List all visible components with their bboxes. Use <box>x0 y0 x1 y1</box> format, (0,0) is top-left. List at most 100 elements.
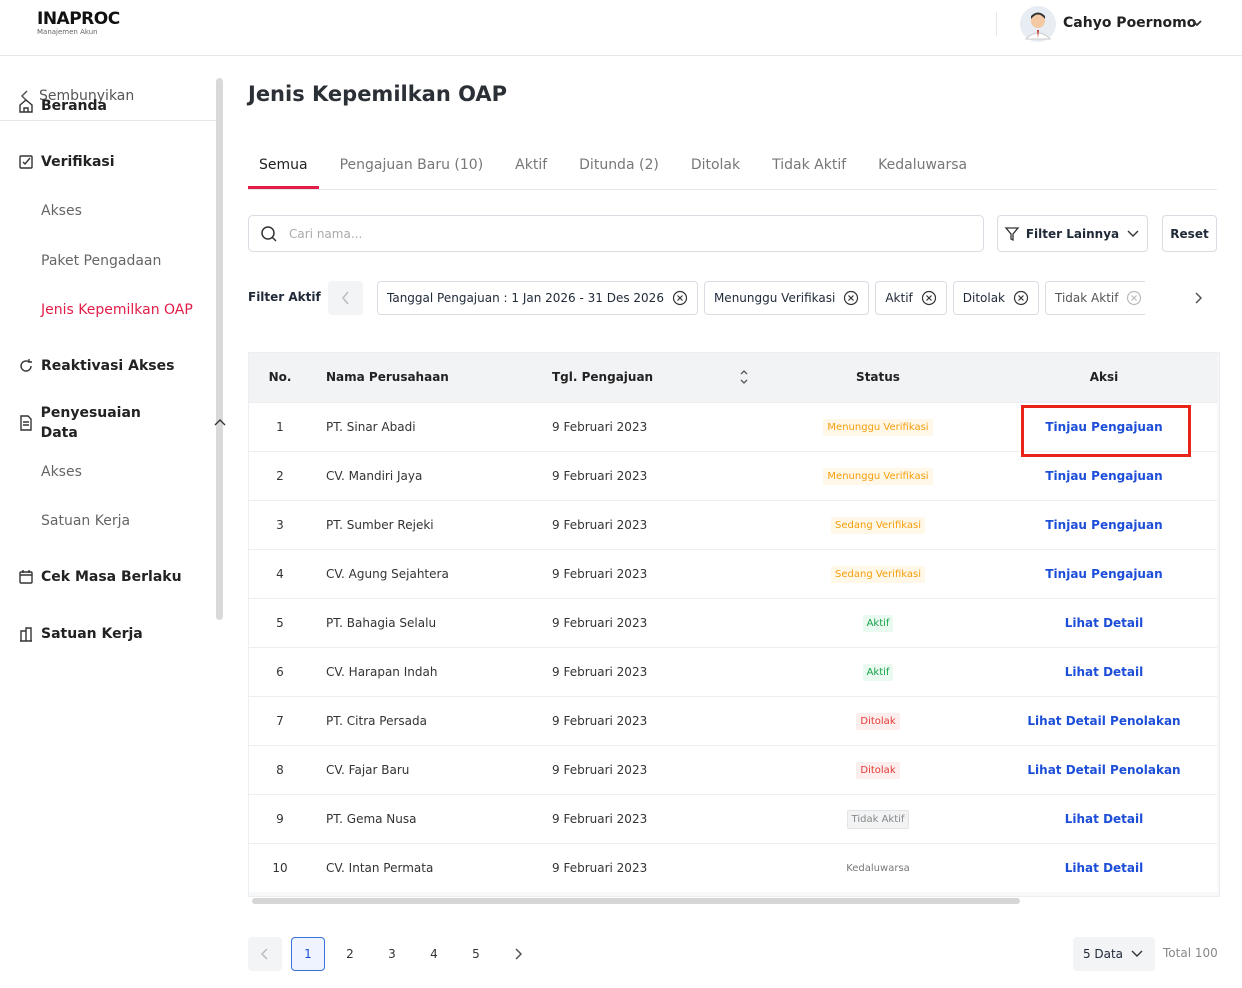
table-cell: CV. Intan Permata <box>326 844 433 892</box>
status-badge: Aktif <box>862 663 894 681</box>
filter-label: Filter Aktif <box>248 290 321 304</box>
filter-chip[interactable]: Tidak Aktif <box>1045 281 1145 315</box>
action-link[interactable]: Tinjau Pengajuan <box>1045 567 1163 581</box>
submission-date: 9 Februari 2023 <box>552 714 648 728</box>
table-cell: 7 <box>249 697 311 745</box>
submenu-item[interactable]: Satuan Kerja <box>41 513 131 529</box>
menu-item[interactable]: Verifikasi <box>18 152 115 172</box>
row-number: 2 <box>276 469 284 483</box>
table-cell: Lihat Detail <box>1004 844 1204 892</box>
submenu-item[interactable]: Paket Pengadaan <box>41 253 162 269</box>
action-link[interactable]: Lihat Detail <box>1064 861 1144 875</box>
table-cell: 9 <box>249 795 311 843</box>
page-button[interactable]: 1 <box>291 937 325 971</box>
table-cell: Aktif <box>778 599 978 647</box>
header: INAPROC Manajemen Akun Cahyo Poernomo <box>0 0 1242 56</box>
menu-item[interactable]: Reaktivasi Akses <box>18 356 174 376</box>
filter-chip[interactable]: Aktif <box>875 281 947 315</box>
row-number: 5 <box>276 616 284 630</box>
submenu-item[interactable]: Jenis Kepemilkan OAP <box>41 302 193 318</box>
table-cell: 2 <box>249 452 311 500</box>
icon <box>844 290 859 306</box>
total: Total 100 <box>1163 946 1218 960</box>
menu-item[interactable]: Penyesuaian Data <box>18 405 228 441</box>
icon <box>19 570 33 584</box>
page-button[interactable]: 3 <box>388 947 396 961</box>
table-cell: CV. Fajar Baru <box>326 746 409 794</box>
hide-label: Sembunyikan <box>39 88 135 104</box>
next-filter[interactable] <box>1190 289 1206 307</box>
table-cell: 9 Februari 2023 <box>552 746 647 794</box>
menu-label: Penyesuaian Data <box>40 405 141 441</box>
hide-sidebar[interactable]: Sembunyikan <box>18 86 134 106</box>
logo-subtitle: Manajemen Akun <box>37 28 98 36</box>
table-cell: CV. Agung Sejahtera <box>326 550 449 598</box>
submenu-item[interactable]: Akses <box>41 464 82 480</box>
tab[interactable]: Pengajuan Baru (10) <box>339 157 484 173</box>
tab[interactable]: Semua <box>248 157 319 189</box>
tab[interactable]: Tidak Aktif <box>772 157 847 173</box>
page-size[interactable]: 5 Data <box>1073 937 1155 971</box>
menu-label: Cek Masa Berlaku <box>41 569 182 585</box>
action-link[interactable]: Lihat Detail <box>1064 665 1144 679</box>
divider <box>996 12 997 36</box>
company-name: CV. Fajar Baru <box>326 763 410 777</box>
status-badge: Menunggu Verifikasi <box>823 467 933 485</box>
filter-button[interactable]: Filter Lainnya <box>997 215 1148 252</box>
filter-chip[interactable]: Ditolak <box>952 281 1040 315</box>
action-link[interactable]: Tinjau Pengajuan <box>1045 518 1163 532</box>
avatar[interactable] <box>1020 6 1056 42</box>
page-button[interactable]: 5 <box>472 947 480 961</box>
page-button[interactable]: 4 <box>430 947 438 961</box>
menu-item[interactable]: Satuan Kerja <box>18 624 143 644</box>
submenu-item[interactable]: Akses <box>41 203 82 219</box>
table-cell: 8 <box>249 746 311 794</box>
prev-filter[interactable] <box>328 281 363 315</box>
chevron-down <box>1127 230 1139 237</box>
page-button[interactable]: 2 <box>346 947 354 961</box>
table-cell: Ditolak <box>778 746 978 794</box>
filter-chip[interactable]: Tanggal Pengajuan : 1 Jan 2026 - 31 Des … <box>377 281 698 315</box>
tab[interactable]: Ditunda (2) <box>579 157 659 173</box>
action-link[interactable]: Lihat Detail <box>1064 812 1144 826</box>
filter-chip[interactable]: Menunggu Verifikasi <box>703 281 870 315</box>
icon <box>19 155 33 169</box>
icon <box>19 99 33 113</box>
prev-page[interactable] <box>248 937 282 971</box>
next-page[interactable] <box>501 937 535 971</box>
submission-date: 9 Februari 2023 <box>552 812 648 826</box>
action-link[interactable]: Tinjau Pengajuan <box>1045 469 1163 483</box>
tabs: Semua Pengajuan Baru (10) Aktif Ditunda (2)… <box>248 157 1217 190</box>
row-number: 10 <box>272 861 288 875</box>
action-link[interactable]: Lihat Detail Penolakan <box>1027 714 1181 728</box>
user-name[interactable]: Cahyo Poernomo <box>1063 15 1197 31</box>
table: No. Nama Perusahaan Tgl. Pengajuan Status Ak… <box>248 352 1220 897</box>
action-link[interactable]: Lihat Detail <box>1064 616 1144 630</box>
company-name: PT. Sumber Rejeki <box>326 518 434 532</box>
reset-button[interactable]: Reset <box>1162 215 1217 252</box>
icon <box>214 419 226 426</box>
action-link[interactable]: Tinjau Pengajuan <box>1045 420 1163 434</box>
table-cell: Sedang Verifikasi <box>778 550 978 598</box>
icon <box>20 415 32 431</box>
tab[interactable]: Aktif <box>515 157 548 173</box>
menu-item[interactable]: Beranda <box>18 96 107 116</box>
row-number: 3 <box>276 518 284 532</box>
tab[interactable]: Ditolak <box>690 157 741 173</box>
menu-label: Beranda <box>41 98 107 114</box>
tab[interactable]: Kedaluwarsa <box>878 157 968 173</box>
row-number: 1 <box>276 420 284 434</box>
sort-icon[interactable] <box>738 368 750 386</box>
menu-item[interactable]: Cek Masa Berlaku <box>18 567 182 587</box>
search-box[interactable]: Cari nama... <box>248 215 984 252</box>
table-row: 3 PT. Sumber Rejeki 9 Februari 2023 Sedang … <box>249 500 1217 549</box>
chip-label: Menunggu Verifikasi <box>713 291 836 305</box>
chevron-left <box>20 90 28 102</box>
chevron-down[interactable] <box>1191 19 1203 29</box>
table-cell: Menunggu Verifikasi <box>778 403 978 451</box>
table-cell: Lihat Detail <box>1004 599 1204 647</box>
action-link[interactable]: Lihat Detail Penolakan <box>1027 763 1181 777</box>
table-cell: Kedaluwarsa <box>778 844 978 892</box>
